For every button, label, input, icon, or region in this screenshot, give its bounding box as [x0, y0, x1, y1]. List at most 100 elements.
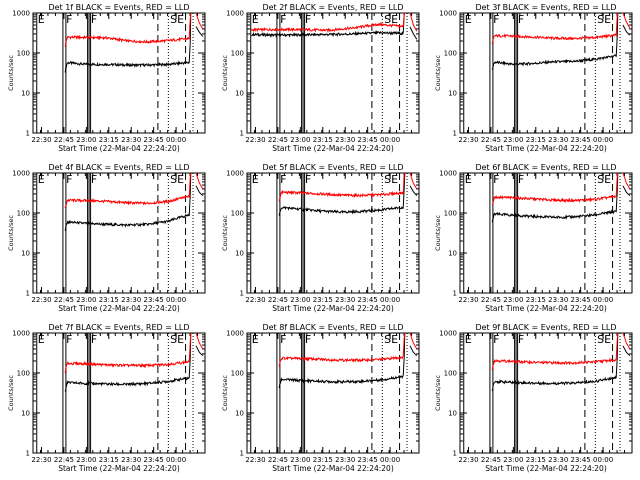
y-tick-label: 10 [235, 250, 244, 258]
series-line-events [278, 332, 406, 389]
x-tick-label: 00:00 [593, 296, 613, 304]
y-tick-label: 1 [453, 450, 457, 458]
y-tick-label: 1000 [226, 330, 244, 338]
x-tick-label: 23:15 [526, 296, 546, 304]
x-tick-label: 22:45 [481, 456, 501, 464]
series-tail-events [195, 345, 204, 357]
plot-frame [246, 172, 420, 294]
x-tick-label: 22:45 [268, 296, 288, 304]
x-tick-label: 23:15 [99, 296, 119, 304]
x-tick-label: 23:45 [571, 296, 591, 304]
x-tick-label: 00:00 [166, 296, 186, 304]
y-tick-label: 1000 [226, 10, 244, 18]
series-line-events [64, 12, 192, 73]
plot-frame [459, 332, 633, 454]
series-tail-lld [622, 172, 631, 190]
chart-panel-3: Det 3f BLACK = Events, RED = LLD 1 10 100 10… [434, 3, 633, 153]
event-marker-label: F [280, 13, 286, 26]
event-marker-label: F [305, 333, 311, 346]
event-marker-label: F [493, 333, 499, 346]
y-tick-label: 100 [444, 370, 457, 378]
series-tail-lld [195, 172, 204, 190]
event-marker-label: SE [597, 173, 611, 186]
event-marker-label: E [465, 13, 472, 26]
event-marker-label: E [252, 173, 259, 186]
x-tick-label: 23:00 [290, 456, 310, 464]
plot-frame [32, 332, 206, 454]
x-tick-label: 23:00 [76, 296, 96, 304]
series-line-lld [64, 172, 192, 209]
x-tick-label: 23:30 [548, 136, 568, 144]
y-tick-label: 1 [26, 130, 30, 138]
y-tick-label: 100 [444, 210, 457, 218]
x-tick-label: 23:00 [503, 136, 523, 144]
y-tick-label: 1000 [12, 330, 30, 338]
x-tick-label: 23:45 [144, 456, 164, 464]
y-tick-label: 1 [453, 290, 457, 298]
y-axis-label: Counts/sec [7, 375, 15, 411]
series-tail-events [622, 24, 631, 36]
x-axis-label: Start Time (22-Mar-04 22:24:20) [485, 144, 607, 153]
event-marker-label: F [91, 13, 97, 26]
series-line-lld [64, 332, 192, 374]
event-marker-label: E [465, 333, 472, 346]
series-line-events [251, 12, 406, 39]
y-tick-label: 1 [240, 450, 244, 458]
x-tick-label: 22:30 [245, 456, 265, 464]
x-tick-label: 23:15 [99, 456, 119, 464]
x-tick-label: 23:15 [313, 456, 333, 464]
x-axis-label: Start Time (22-Mar-04 22:24:20) [58, 144, 180, 153]
x-tick-label: 22:45 [481, 296, 501, 304]
event-marker-label: SE [170, 13, 184, 26]
x-tick-label: 23:45 [358, 456, 378, 464]
series-tail-lld [409, 332, 418, 350]
x-tick-label: 23:15 [313, 136, 333, 144]
x-tick-label: 22:30 [245, 136, 265, 144]
y-tick-label: 100 [17, 370, 30, 378]
series-line-events [64, 332, 192, 392]
x-tick-label: 00:00 [593, 136, 613, 144]
y-tick-label: 100 [17, 210, 30, 218]
plot-frame [32, 12, 206, 134]
chart-panel-7: Det 7f BLACK = Events, RED = LLD 1 10 100 10… [7, 323, 206, 473]
event-marker-label: E [252, 333, 259, 346]
x-tick-label: 00:00 [166, 456, 186, 464]
event-marker-label: SE [597, 333, 611, 346]
x-axis-label: Start Time (22-Mar-04 22:24:20) [58, 464, 180, 473]
y-tick-label: 1000 [439, 10, 457, 18]
x-tick-label: 22:30 [458, 136, 478, 144]
y-axis-label: Counts/sec [434, 55, 442, 91]
event-marker-label: F [518, 173, 524, 186]
y-axis-label: Counts/sec [221, 55, 229, 91]
x-tick-label: 00:00 [380, 136, 400, 144]
x-tick-label: 23:00 [290, 136, 310, 144]
plot-frame [459, 12, 633, 134]
panel-title: Det 5f BLACK = Events, RED = LLD [262, 163, 403, 172]
panel-title: Det 4f BLACK = Events, RED = LLD [48, 163, 189, 172]
x-axis-label: Start Time (22-Mar-04 22:24:20) [58, 304, 180, 313]
x-tick-label: 22:30 [31, 456, 51, 464]
x-axis-label: Start Time (22-Mar-04 22:24:20) [485, 464, 607, 473]
event-marker-label: SE [384, 333, 398, 346]
panel-title: Det 2f BLACK = Events, RED = LLD [262, 3, 403, 12]
panel-title: Det 3f BLACK = Events, RED = LLD [475, 3, 616, 12]
y-tick-label: 10 [448, 410, 457, 418]
y-axis-label: Counts/sec [7, 55, 15, 91]
chart-panel-1: Det 1f BLACK = Events, RED = LLD 1 10 100 10… [7, 3, 206, 153]
y-axis-label: Counts/sec [221, 375, 229, 411]
y-tick-label: 1 [240, 290, 244, 298]
y-tick-label: 10 [235, 90, 244, 98]
y-axis-label: Counts/sec [434, 375, 442, 411]
x-tick-label: 23:30 [548, 456, 568, 464]
event-marker-label: F [518, 333, 524, 346]
x-tick-label: 23:30 [121, 456, 141, 464]
y-tick-label: 10 [21, 90, 30, 98]
y-tick-label: 10 [235, 410, 244, 418]
x-tick-label: 23:45 [571, 456, 591, 464]
y-tick-label: 1 [240, 130, 244, 138]
panel-title: Det 1f BLACK = Events, RED = LLD [48, 3, 189, 12]
event-marker-label: SE [384, 13, 398, 26]
series-tail-lld [195, 332, 204, 350]
x-tick-label: 23:00 [76, 136, 96, 144]
